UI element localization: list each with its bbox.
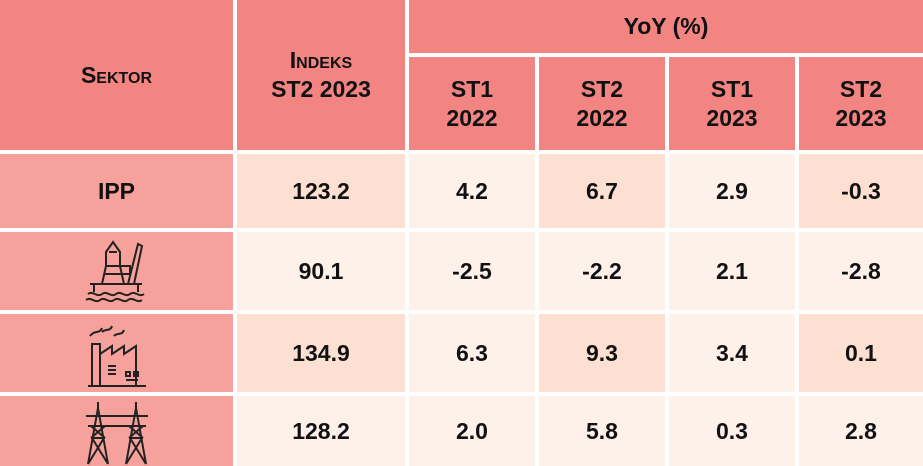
data-cell: 6.7 [539,154,665,228]
data-cell: 128.2 [237,396,405,466]
cell-value: -0.3 [841,177,881,204]
cell-value: 9.3 [586,339,618,366]
data-cell: -0.3 [799,154,923,228]
cell-value: 2.0 [456,417,488,444]
data-cell: 9.3 [539,314,665,392]
cell-value: -2.5 [452,257,492,284]
cell-value: 4.2 [456,177,488,204]
header-text: ST2 [839,75,883,102]
header-cell: ST1 2023 [669,57,795,150]
data-cell: 2.9 [669,154,795,228]
header-text: ST2 [580,75,624,102]
header-text: 2022 [576,104,628,131]
header-cell: ST2 2023 [799,57,923,150]
cell-value: 2.1 [716,257,748,284]
cell-value: 6.7 [586,177,618,204]
data-cell: 0.1 [799,314,923,392]
header-text: ST2 2023 [271,76,371,102]
cell-value: 128.2 [292,417,350,444]
sector-label: IPP [97,177,136,204]
header-text: Indeks [289,47,353,74]
cell-value: 5.8 [586,417,618,444]
header-text: Sektor [80,61,153,88]
cell-value: 2.8 [845,417,877,444]
power-tower-icon [86,402,148,465]
data-cell: -2.2 [539,232,665,310]
cell-value: 6.3 [456,339,488,366]
data-cell: -2.8 [799,232,923,310]
header-text: ST1 [450,75,494,102]
data-cell: 123.2 [237,154,405,228]
cell-value: 0.3 [716,417,748,444]
data-cell: 3.4 [669,314,795,392]
cell-value: 90.1 [298,257,344,284]
cell-value: 123.2 [292,177,350,204]
cell-value: -2.2 [582,257,622,284]
cell-value: 134.9 [292,339,350,366]
cell-value: 3.4 [716,339,748,366]
data-cell: 2.8 [799,396,923,466]
data-cell: 4.2 [409,154,535,228]
factory-icon [88,325,146,387]
data-cell: -2.5 [409,232,535,310]
header-cell: Indeks ST2 2023 [237,0,405,150]
sector-cell [0,314,233,392]
header-cell: ST1 2022 [409,57,535,150]
sector-cell: IPP [0,154,233,228]
cell-value: 2.9 [716,177,748,204]
cell-value: -2.8 [841,257,881,284]
header-text: 2023 [706,104,758,131]
data-cell: 6.3 [409,314,535,392]
header-text: YoY (%) [623,13,709,40]
header-cell: Sektor [0,0,233,150]
oil-rig-icon [85,240,145,303]
data-cell: 0.3 [669,396,795,466]
data-cell: 5.8 [539,396,665,466]
data-cell: 2.0 [409,396,535,466]
header-cell: YoY (%) [409,0,923,53]
sector-cell [0,232,233,310]
cell-value: 0.1 [845,339,877,366]
header-cell: ST2 2022 [539,57,665,150]
header-text: 2022 [446,104,498,131]
header-text: ST1 [710,75,754,102]
header-text: 2023 [835,104,887,131]
data-cell: 2.1 [669,232,795,310]
data-cell: 134.9 [237,314,405,392]
sector-cell [0,396,233,466]
data-cell: 90.1 [237,232,405,310]
